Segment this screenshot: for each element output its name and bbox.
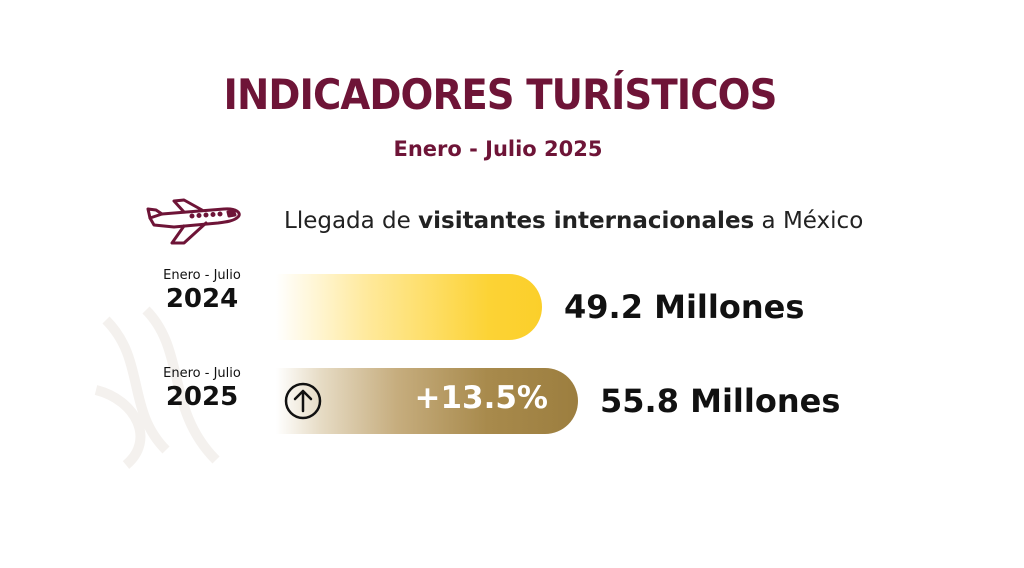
row-label-2024: Enero - Julio 2024 (152, 268, 252, 314)
page-title: INDICADORES TURÍSTICOS (223, 70, 777, 119)
description-bold: visitantes internacionales (418, 208, 755, 234)
row-label-2025: Enero - Julio 2025 (152, 366, 252, 412)
background-watermark (94, 306, 220, 469)
page-subtitle: Enero - Julio 2025 (393, 137, 603, 161)
value-label-2025: 55.8 Millones (600, 382, 841, 420)
period-label-2024: Enero - Julio (163, 268, 241, 283)
period-label-2025: Enero - Julio (163, 366, 241, 381)
description-suffix: a México (754, 208, 864, 234)
chart-description: Llegada de visitantes internacionales a … (284, 208, 863, 234)
arrow-up-circle-icon (284, 382, 322, 420)
year-label-2024: 2024 (165, 284, 239, 314)
bar-2025 (276, 368, 578, 434)
description-prefix: Llegada de (284, 208, 419, 234)
year-label-2025: 2025 (165, 382, 239, 412)
bar-2024 (276, 274, 542, 340)
change-percentage: +13.5% (414, 380, 548, 416)
airplane-icon (146, 198, 241, 245)
value-label-2024: 49.2 Millones (564, 288, 805, 326)
